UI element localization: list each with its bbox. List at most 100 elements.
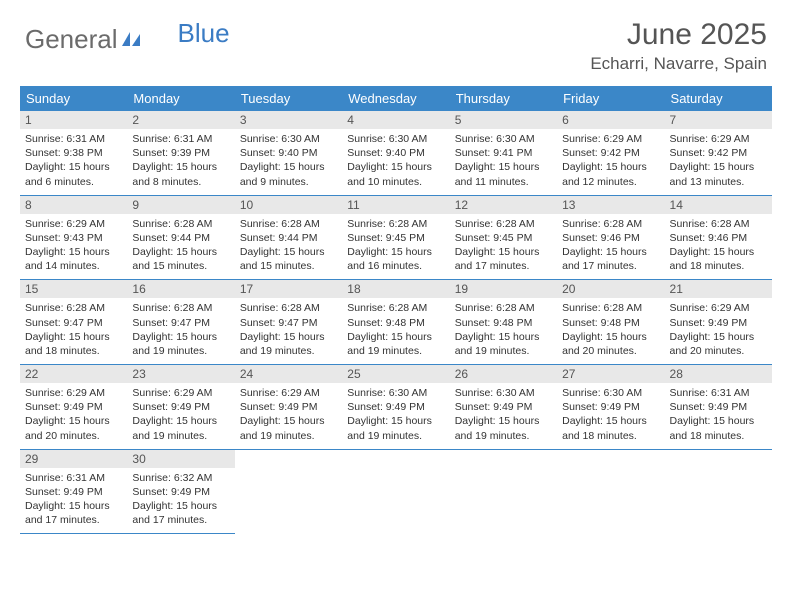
day-details: Sunrise: 6:28 AMSunset: 9:47 PMDaylight:… <box>127 298 234 364</box>
day-cell: 25Sunrise: 6:30 AMSunset: 9:49 PMDayligh… <box>342 365 449 450</box>
logo-text-gray: General <box>25 24 118 55</box>
weekday-header: Saturday <box>665 86 772 111</box>
day-cell: 16Sunrise: 6:28 AMSunset: 9:47 PMDayligh… <box>127 280 234 365</box>
day-details: Sunrise: 6:31 AMSunset: 9:49 PMDaylight:… <box>665 383 772 449</box>
day-details: Sunrise: 6:28 AMSunset: 9:46 PMDaylight:… <box>557 214 664 280</box>
day-number: 25 <box>342 365 449 383</box>
day-details: Sunrise: 6:29 AMSunset: 9:49 PMDaylight:… <box>235 383 342 449</box>
day-details: Sunrise: 6:28 AMSunset: 9:48 PMDaylight:… <box>557 298 664 364</box>
day-details: Sunrise: 6:29 AMSunset: 9:49 PMDaylight:… <box>665 298 772 364</box>
logo: General Blue <box>25 18 194 55</box>
day-details: Sunrise: 6:30 AMSunset: 9:49 PMDaylight:… <box>557 383 664 449</box>
day-cell: 20Sunrise: 6:28 AMSunset: 9:48 PMDayligh… <box>557 280 664 365</box>
day-number: 7 <box>665 111 772 129</box>
day-cell: 1Sunrise: 6:31 AMSunset: 9:38 PMDaylight… <box>20 111 127 195</box>
day-cell: 23Sunrise: 6:29 AMSunset: 9:49 PMDayligh… <box>127 365 234 450</box>
day-details: Sunrise: 6:28 AMSunset: 9:44 PMDaylight:… <box>235 214 342 280</box>
day-cell: 13Sunrise: 6:28 AMSunset: 9:46 PMDayligh… <box>557 195 664 280</box>
day-number: 8 <box>20 196 127 214</box>
day-number: 27 <box>557 365 664 383</box>
day-cell: 7Sunrise: 6:29 AMSunset: 9:42 PMDaylight… <box>665 111 772 195</box>
day-cell: 28Sunrise: 6:31 AMSunset: 9:49 PMDayligh… <box>665 365 772 450</box>
day-cell <box>665 449 772 534</box>
day-details: Sunrise: 6:29 AMSunset: 9:42 PMDaylight:… <box>557 129 664 195</box>
day-cell: 27Sunrise: 6:30 AMSunset: 9:49 PMDayligh… <box>557 365 664 450</box>
day-number: 20 <box>557 280 664 298</box>
day-details: Sunrise: 6:28 AMSunset: 9:47 PMDaylight:… <box>235 298 342 364</box>
week-row: 15Sunrise: 6:28 AMSunset: 9:47 PMDayligh… <box>20 280 772 365</box>
weekday-header: Friday <box>557 86 664 111</box>
day-details: Sunrise: 6:31 AMSunset: 9:49 PMDaylight:… <box>20 468 127 534</box>
day-details: Sunrise: 6:32 AMSunset: 9:49 PMDaylight:… <box>127 468 234 534</box>
week-row: 22Sunrise: 6:29 AMSunset: 9:49 PMDayligh… <box>20 365 772 450</box>
day-number: 12 <box>450 196 557 214</box>
day-number: 4 <box>342 111 449 129</box>
day-number: 2 <box>127 111 234 129</box>
week-row: 8Sunrise: 6:29 AMSunset: 9:43 PMDaylight… <box>20 195 772 280</box>
day-number: 14 <box>665 196 772 214</box>
day-cell <box>450 449 557 534</box>
day-cell: 12Sunrise: 6:28 AMSunset: 9:45 PMDayligh… <box>450 195 557 280</box>
weekday-header-row: Sunday Monday Tuesday Wednesday Thursday… <box>20 86 772 111</box>
day-number: 29 <box>20 450 127 468</box>
day-number: 17 <box>235 280 342 298</box>
day-cell: 18Sunrise: 6:28 AMSunset: 9:48 PMDayligh… <box>342 280 449 365</box>
month-title: June 2025 <box>590 18 767 52</box>
day-cell: 30Sunrise: 6:32 AMSunset: 9:49 PMDayligh… <box>127 449 234 534</box>
day-cell <box>342 449 449 534</box>
day-number: 13 <box>557 196 664 214</box>
logo-sail-icon <box>120 24 142 55</box>
day-cell: 22Sunrise: 6:29 AMSunset: 9:49 PMDayligh… <box>20 365 127 450</box>
day-number: 22 <box>20 365 127 383</box>
day-cell: 10Sunrise: 6:28 AMSunset: 9:44 PMDayligh… <box>235 195 342 280</box>
day-number: 3 <box>235 111 342 129</box>
location: Echarri, Navarre, Spain <box>590 54 767 74</box>
weekday-header: Wednesday <box>342 86 449 111</box>
day-details: Sunrise: 6:30 AMSunset: 9:41 PMDaylight:… <box>450 129 557 195</box>
title-block: June 2025 Echarri, Navarre, Spain <box>590 18 767 74</box>
day-number: 1 <box>20 111 127 129</box>
day-details: Sunrise: 6:28 AMSunset: 9:44 PMDaylight:… <box>127 214 234 280</box>
day-number: 21 <box>665 280 772 298</box>
day-cell: 14Sunrise: 6:28 AMSunset: 9:46 PMDayligh… <box>665 195 772 280</box>
week-row: 29Sunrise: 6:31 AMSunset: 9:49 PMDayligh… <box>20 449 772 534</box>
day-cell: 4Sunrise: 6:30 AMSunset: 9:40 PMDaylight… <box>342 111 449 195</box>
day-cell: 6Sunrise: 6:29 AMSunset: 9:42 PMDaylight… <box>557 111 664 195</box>
day-details: Sunrise: 6:28 AMSunset: 9:46 PMDaylight:… <box>665 214 772 280</box>
day-number: 24 <box>235 365 342 383</box>
day-number: 10 <box>235 196 342 214</box>
weekday-header: Sunday <box>20 86 127 111</box>
day-number: 19 <box>450 280 557 298</box>
day-cell: 19Sunrise: 6:28 AMSunset: 9:48 PMDayligh… <box>450 280 557 365</box>
day-number: 23 <box>127 365 234 383</box>
day-cell: 26Sunrise: 6:30 AMSunset: 9:49 PMDayligh… <box>450 365 557 450</box>
day-cell: 9Sunrise: 6:28 AMSunset: 9:44 PMDaylight… <box>127 195 234 280</box>
day-details: Sunrise: 6:29 AMSunset: 9:49 PMDaylight:… <box>20 383 127 449</box>
day-number: 16 <box>127 280 234 298</box>
day-cell: 11Sunrise: 6:28 AMSunset: 9:45 PMDayligh… <box>342 195 449 280</box>
day-number: 15 <box>20 280 127 298</box>
day-details: Sunrise: 6:28 AMSunset: 9:47 PMDaylight:… <box>20 298 127 364</box>
day-cell: 29Sunrise: 6:31 AMSunset: 9:49 PMDayligh… <box>20 449 127 534</box>
day-cell <box>557 449 664 534</box>
weekday-header: Monday <box>127 86 234 111</box>
day-details: Sunrise: 6:31 AMSunset: 9:39 PMDaylight:… <box>127 129 234 195</box>
day-number: 26 <box>450 365 557 383</box>
day-cell: 24Sunrise: 6:29 AMSunset: 9:49 PMDayligh… <box>235 365 342 450</box>
day-details: Sunrise: 6:30 AMSunset: 9:40 PMDaylight:… <box>235 129 342 195</box>
day-details: Sunrise: 6:28 AMSunset: 9:45 PMDaylight:… <box>342 214 449 280</box>
day-number: 5 <box>450 111 557 129</box>
week-row: 1Sunrise: 6:31 AMSunset: 9:38 PMDaylight… <box>20 111 772 195</box>
day-cell: 2Sunrise: 6:31 AMSunset: 9:39 PMDaylight… <box>127 111 234 195</box>
day-cell: 3Sunrise: 6:30 AMSunset: 9:40 PMDaylight… <box>235 111 342 195</box>
header: General Blue June 2025 Echarri, Navarre,… <box>0 0 792 82</box>
day-details: Sunrise: 6:29 AMSunset: 9:43 PMDaylight:… <box>20 214 127 280</box>
day-cell <box>235 449 342 534</box>
logo-text-blue: Blue <box>178 18 230 49</box>
day-number: 11 <box>342 196 449 214</box>
day-cell: 8Sunrise: 6:29 AMSunset: 9:43 PMDaylight… <box>20 195 127 280</box>
day-details: Sunrise: 6:31 AMSunset: 9:38 PMDaylight:… <box>20 129 127 195</box>
day-details: Sunrise: 6:29 AMSunset: 9:42 PMDaylight:… <box>665 129 772 195</box>
day-cell: 17Sunrise: 6:28 AMSunset: 9:47 PMDayligh… <box>235 280 342 365</box>
day-number: 28 <box>665 365 772 383</box>
